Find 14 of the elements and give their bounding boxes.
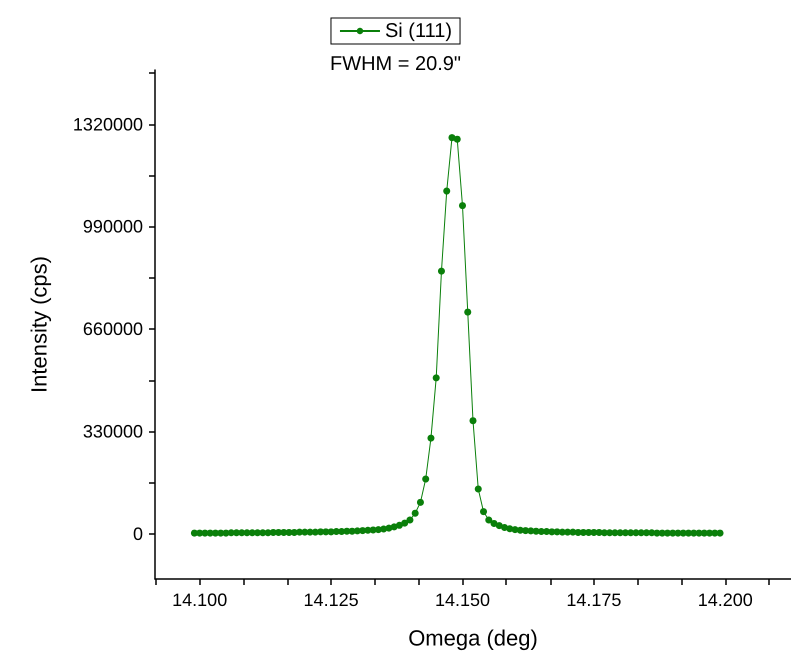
legend-label: Si (111): [384, 20, 452, 42]
x-tick-label: 14.150: [434, 590, 490, 610]
y-axis-title: Intensity (cps): [26, 256, 52, 393]
x-tick-label: 14.125: [304, 590, 359, 610]
x-tick-label: 14.200: [698, 590, 753, 610]
x-axis-title: Omega (deg): [408, 626, 538, 650]
y-tick-label: 0: [132, 524, 143, 544]
y-tick-label: 1320000: [72, 114, 143, 134]
annotation: FWHM = 20.9": [330, 53, 462, 75]
x-tick-label: 14.100: [172, 590, 228, 610]
y-tick-label: 990000: [82, 216, 143, 237]
y-tick-label: 330000: [82, 422, 143, 442]
x-tick-label: 14.175: [566, 590, 622, 610]
y-tick-label: 660000: [82, 319, 143, 340]
